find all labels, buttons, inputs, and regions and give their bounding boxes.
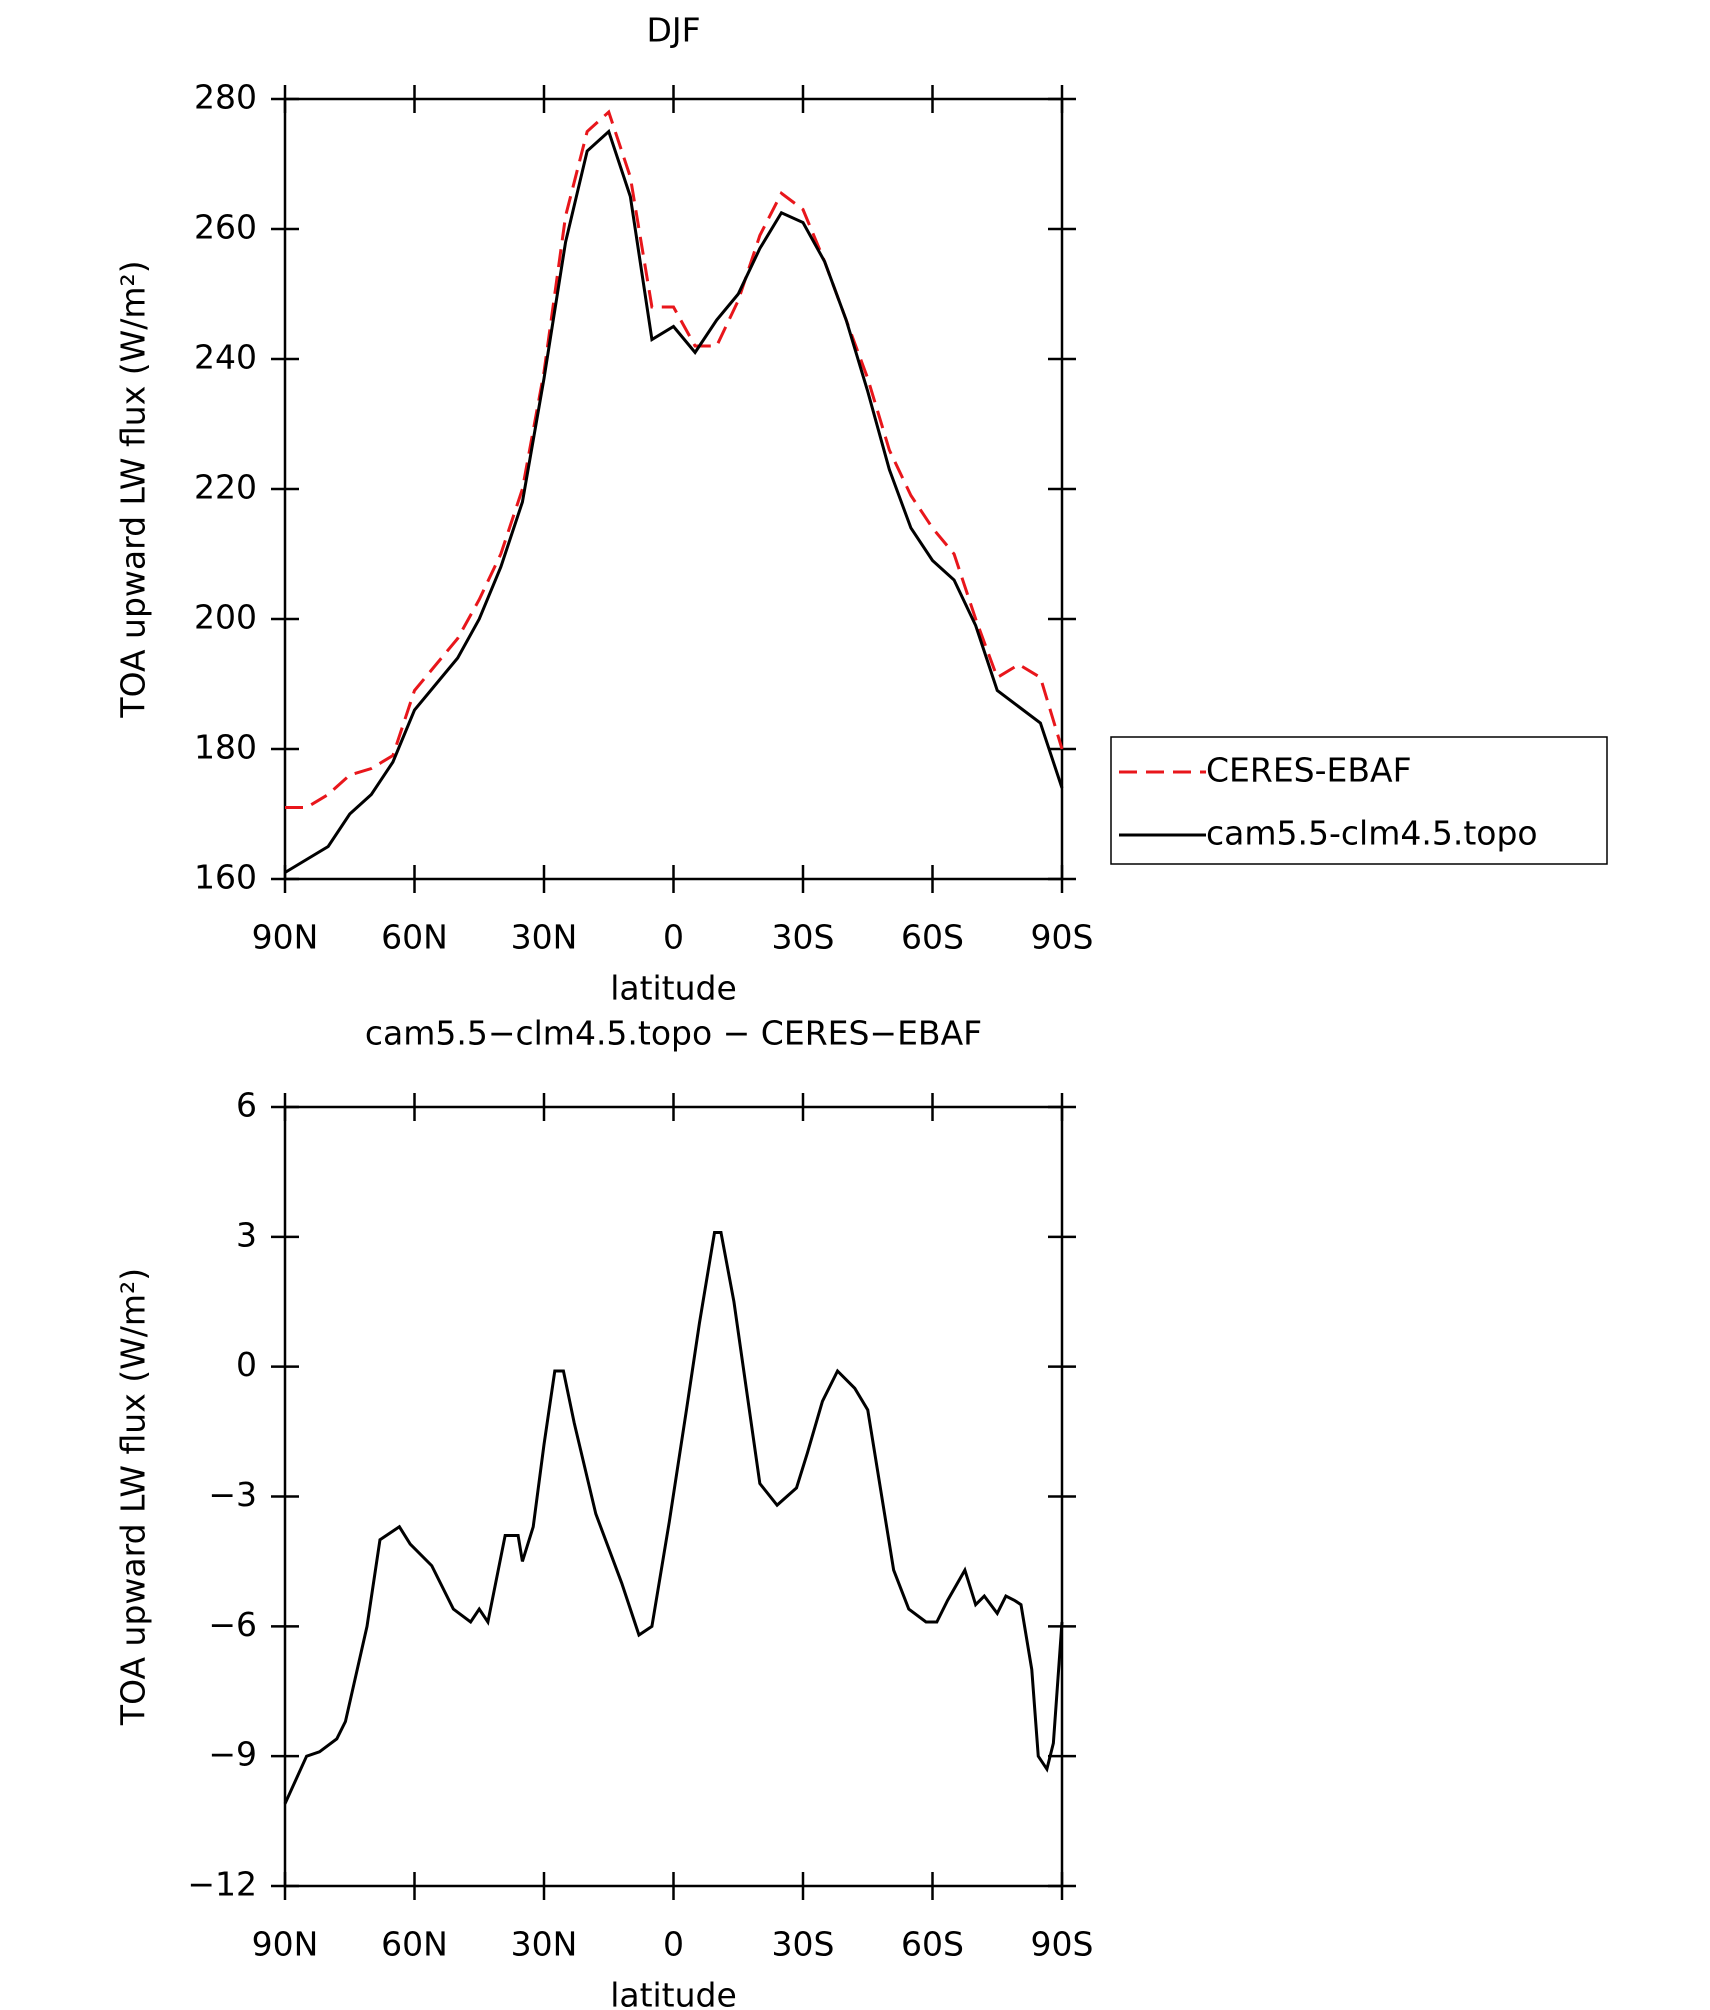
x-tick-label: 30S [772, 918, 835, 957]
x-tick-label: 90S [1031, 918, 1094, 957]
y-tick-label: 280 [194, 78, 257, 117]
x-tick-label: 0 [663, 918, 684, 957]
x-tick-label: 60N [381, 1925, 448, 1964]
y-tick-label: 240 [194, 338, 257, 377]
y-tick-label: 0 [236, 1345, 257, 1384]
x-tick-label: 90N [252, 1925, 319, 1964]
x-tick-label: 0 [663, 1925, 684, 1964]
y-axis-label: TOA upward LW flux (W/m²) [114, 260, 153, 718]
y-tick-label: 6 [236, 1086, 257, 1125]
data-line [283, 1231, 1064, 1805]
chart-title: cam5.5−clm4.5.topo − CERES−EBAF [365, 1014, 982, 1053]
x-tick-label: 60N [381, 918, 448, 957]
y-tick-label: 180 [194, 728, 257, 767]
y-tick-label: 200 [194, 598, 257, 637]
data-line [284, 128, 1064, 874]
y-tick-label: 220 [194, 468, 257, 507]
legend-label: CERES-EBAF [1206, 751, 1412, 790]
x-tick-label: 30S [772, 1925, 835, 1964]
x-tick-label: 90N [252, 918, 319, 957]
plot-frame [283, 97, 1064, 881]
y-tick-label: 3 [236, 1215, 257, 1254]
x-tick-label: 30N [511, 918, 578, 957]
y-tick-label: −12 [187, 1865, 257, 1904]
y-tick-label: 160 [194, 858, 257, 897]
data-line [285, 109, 1064, 809]
x-tick-label: 90S [1031, 1925, 1094, 1964]
x-axis-label: latitude [610, 1976, 737, 2010]
x-tick-label: 30N [511, 1925, 578, 1964]
x-tick-label: 60S [901, 918, 964, 957]
y-axis-label: TOA upward LW flux (W/m²) [114, 1268, 153, 1726]
y-tick-label: 260 [194, 208, 257, 247]
chart-title: DJF [646, 11, 700, 50]
legend-box [1110, 736, 1608, 865]
y-tick-label: −3 [208, 1475, 257, 1514]
x-tick-label: 60S [901, 1925, 964, 1964]
x-axis-label: latitude [610, 969, 737, 1008]
legend-label: cam5.5-clm4.5.topo [1206, 814, 1538, 853]
y-tick-label: −9 [208, 1735, 257, 1774]
y-tick-label: −6 [208, 1605, 257, 1644]
